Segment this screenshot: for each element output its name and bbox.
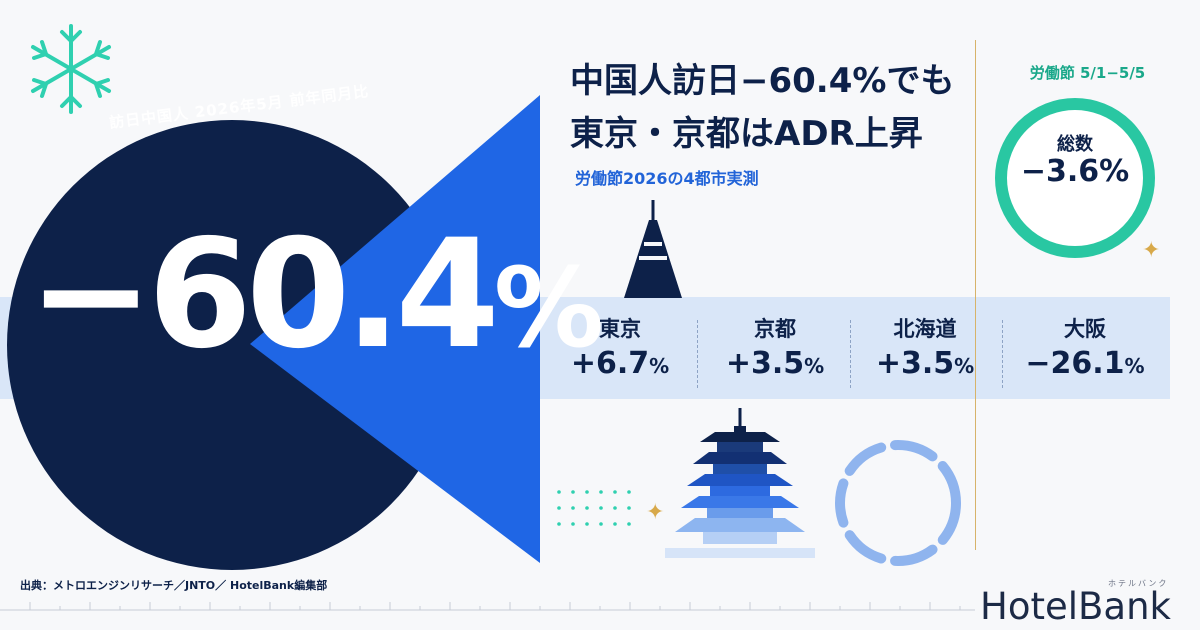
- source-note: 出典：メトロエンジンリサーチ／JNTO／ HotelBank編集部: [20, 579, 328, 592]
- pagoda-icon: [665, 408, 815, 558]
- brand-logo: HotelBank: [980, 585, 1171, 628]
- blue-wedge: [250, 95, 540, 563]
- hero-graphic: [7, 95, 540, 570]
- headline-line-1: 中国人訪日−60.4%でも: [570, 61, 955, 101]
- main-value: −60.4%: [28, 220, 604, 370]
- city-tokyo: 東京 +6.7%: [545, 315, 695, 387]
- column-divider: [975, 40, 976, 550]
- main-unit: %: [493, 244, 604, 372]
- city-value: +3.5%: [875, 346, 975, 381]
- subtitle: 労働節2026の4都市実測: [575, 169, 759, 188]
- city-hokkaido: 北海道 +3.5%: [850, 315, 1000, 387]
- total-title: 総数: [1057, 134, 1093, 155]
- tower-icon: [624, 200, 682, 298]
- navy-circle: [7, 120, 457, 570]
- city-kyoto: 京都 +3.5%: [700, 315, 850, 387]
- city-value: +3.5%: [725, 346, 825, 381]
- city-value: +6.7%: [570, 346, 670, 381]
- brand-logo-kana: ホテルバンク: [1108, 579, 1169, 588]
- city-name: 北海道: [893, 317, 957, 341]
- city-name: 東京: [599, 317, 641, 341]
- tick-ruler: [0, 602, 975, 611]
- dashed-ring: [835, 440, 961, 566]
- city-separator: [850, 320, 851, 388]
- side-label: 労働節 5/1−5/5: [1029, 64, 1146, 82]
- sparkle-icon: ✦: [646, 500, 665, 525]
- city-name: 京都: [754, 317, 796, 341]
- city-separator: [697, 320, 698, 388]
- headline: 中国人訪日−60.4%でも 東京・京都はADR上昇: [570, 55, 954, 161]
- dot-grid: [557, 490, 631, 526]
- city-name: 大阪: [1064, 317, 1106, 341]
- headline-line-2: 東京・京都はADR上昇: [570, 114, 923, 154]
- city-separator: [1002, 320, 1003, 388]
- sparkle-icon: ✦: [1142, 238, 1161, 263]
- total-value: −3.6%: [1020, 154, 1130, 189]
- city-osaka: 大阪 −26.1%: [1010, 315, 1160, 387]
- snowflake-icon: [31, 24, 111, 114]
- city-value: −26.1%: [1025, 346, 1145, 381]
- main-number: −60.4: [28, 208, 500, 382]
